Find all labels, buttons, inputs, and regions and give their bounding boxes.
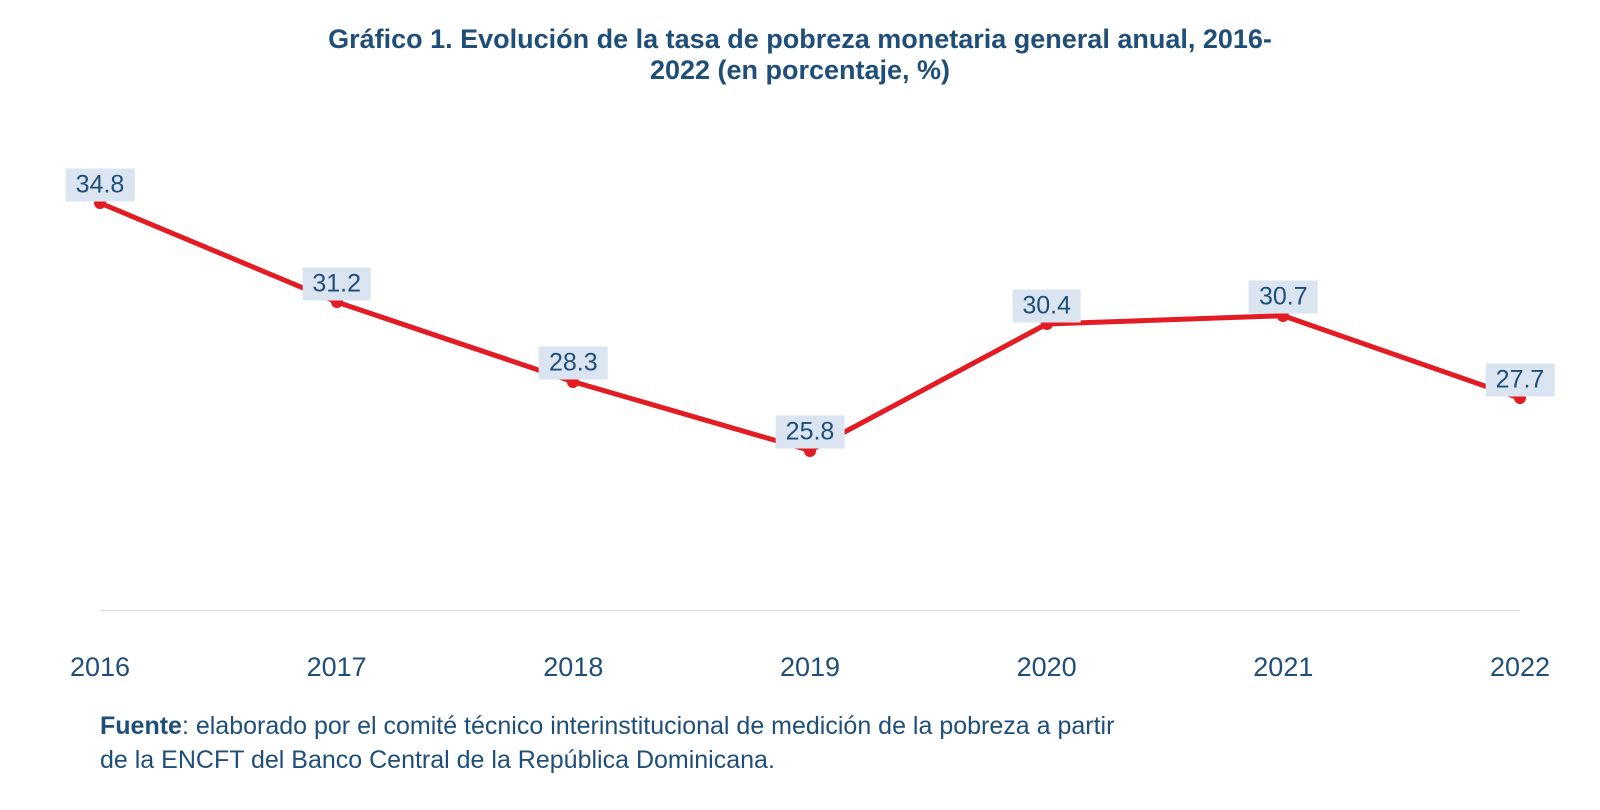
data-label: 30.4 bbox=[1012, 289, 1081, 322]
line-series bbox=[100, 203, 1520, 451]
chart-source: Fuente: elaborado por el comité técnico … bbox=[100, 710, 1130, 778]
line-series-svg bbox=[100, 170, 1520, 610]
data-label: 34.8 bbox=[66, 168, 135, 201]
data-label: 30.7 bbox=[1249, 281, 1318, 314]
x-axis-label: 2020 bbox=[1017, 652, 1077, 683]
chart-title: Gráfico 1. Evolución de la tasa de pobre… bbox=[0, 24, 1600, 86]
x-axis-label: 2021 bbox=[1253, 652, 1313, 683]
x-axis-label: 2017 bbox=[307, 652, 367, 683]
x-axis-label: 2019 bbox=[780, 652, 840, 683]
data-label: 25.8 bbox=[776, 416, 845, 449]
source-label: Fuente bbox=[100, 712, 182, 740]
x-axis-label: 2018 bbox=[543, 652, 603, 683]
data-label: 31.2 bbox=[302, 267, 371, 300]
data-label: 27.7 bbox=[1486, 363, 1555, 396]
poverty-rate-chart: Gráfico 1. Evolución de la tasa de pobre… bbox=[0, 0, 1600, 810]
source-text: : elaborado por el comité técnico interi… bbox=[100, 712, 1114, 774]
plot-area: 34.8201631.2201728.3201825.8201930.42020… bbox=[100, 170, 1520, 610]
x-axis-label: 2022 bbox=[1490, 652, 1550, 683]
data-label: 28.3 bbox=[539, 347, 608, 380]
x-axis-label: 2016 bbox=[70, 652, 130, 683]
x-axis-line bbox=[100, 610, 1520, 611]
